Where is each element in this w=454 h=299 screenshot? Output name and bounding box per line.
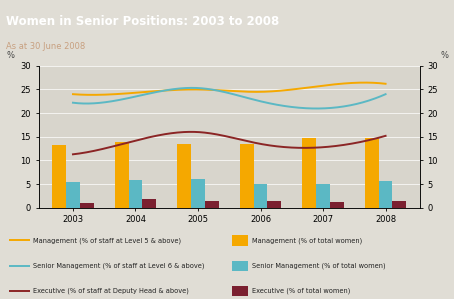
Text: As at 30 June 2008: As at 30 June 2008 (6, 42, 85, 51)
Text: Management (% of total women): Management (% of total women) (252, 237, 362, 244)
Text: Senior Management (% of staff at Level 6 & above): Senior Management (% of staff at Level 6… (33, 263, 204, 269)
Bar (143, 199, 156, 208)
Bar (66, 182, 80, 208)
Bar (232, 286, 248, 296)
Bar (330, 202, 344, 208)
Bar (316, 184, 330, 208)
Text: Executive (% of total women): Executive (% of total women) (252, 288, 350, 294)
Bar (178, 144, 191, 208)
Bar (232, 235, 248, 245)
Bar (267, 201, 281, 208)
Text: Executive (% of staff at Deputy Head & above): Executive (% of staff at Deputy Head & a… (33, 288, 188, 294)
Bar (254, 184, 267, 208)
Bar (115, 143, 128, 208)
Bar (232, 260, 248, 271)
Bar (302, 138, 316, 208)
Bar (52, 145, 66, 208)
Bar (379, 181, 392, 208)
Bar (392, 201, 406, 208)
Text: Management (% of staff at Level 5 & above): Management (% of staff at Level 5 & abov… (33, 237, 181, 244)
Text: %: % (441, 51, 449, 60)
Text: %: % (6, 51, 14, 60)
Bar (80, 203, 94, 208)
Bar (205, 201, 219, 208)
Text: Senior Management (% of total women): Senior Management (% of total women) (252, 263, 385, 269)
Bar (128, 180, 143, 208)
Bar (365, 138, 379, 208)
Bar (240, 144, 254, 208)
Bar (191, 179, 205, 208)
Text: Women in Senior Positions: 2003 to 2008: Women in Senior Positions: 2003 to 2008 (6, 15, 279, 28)
